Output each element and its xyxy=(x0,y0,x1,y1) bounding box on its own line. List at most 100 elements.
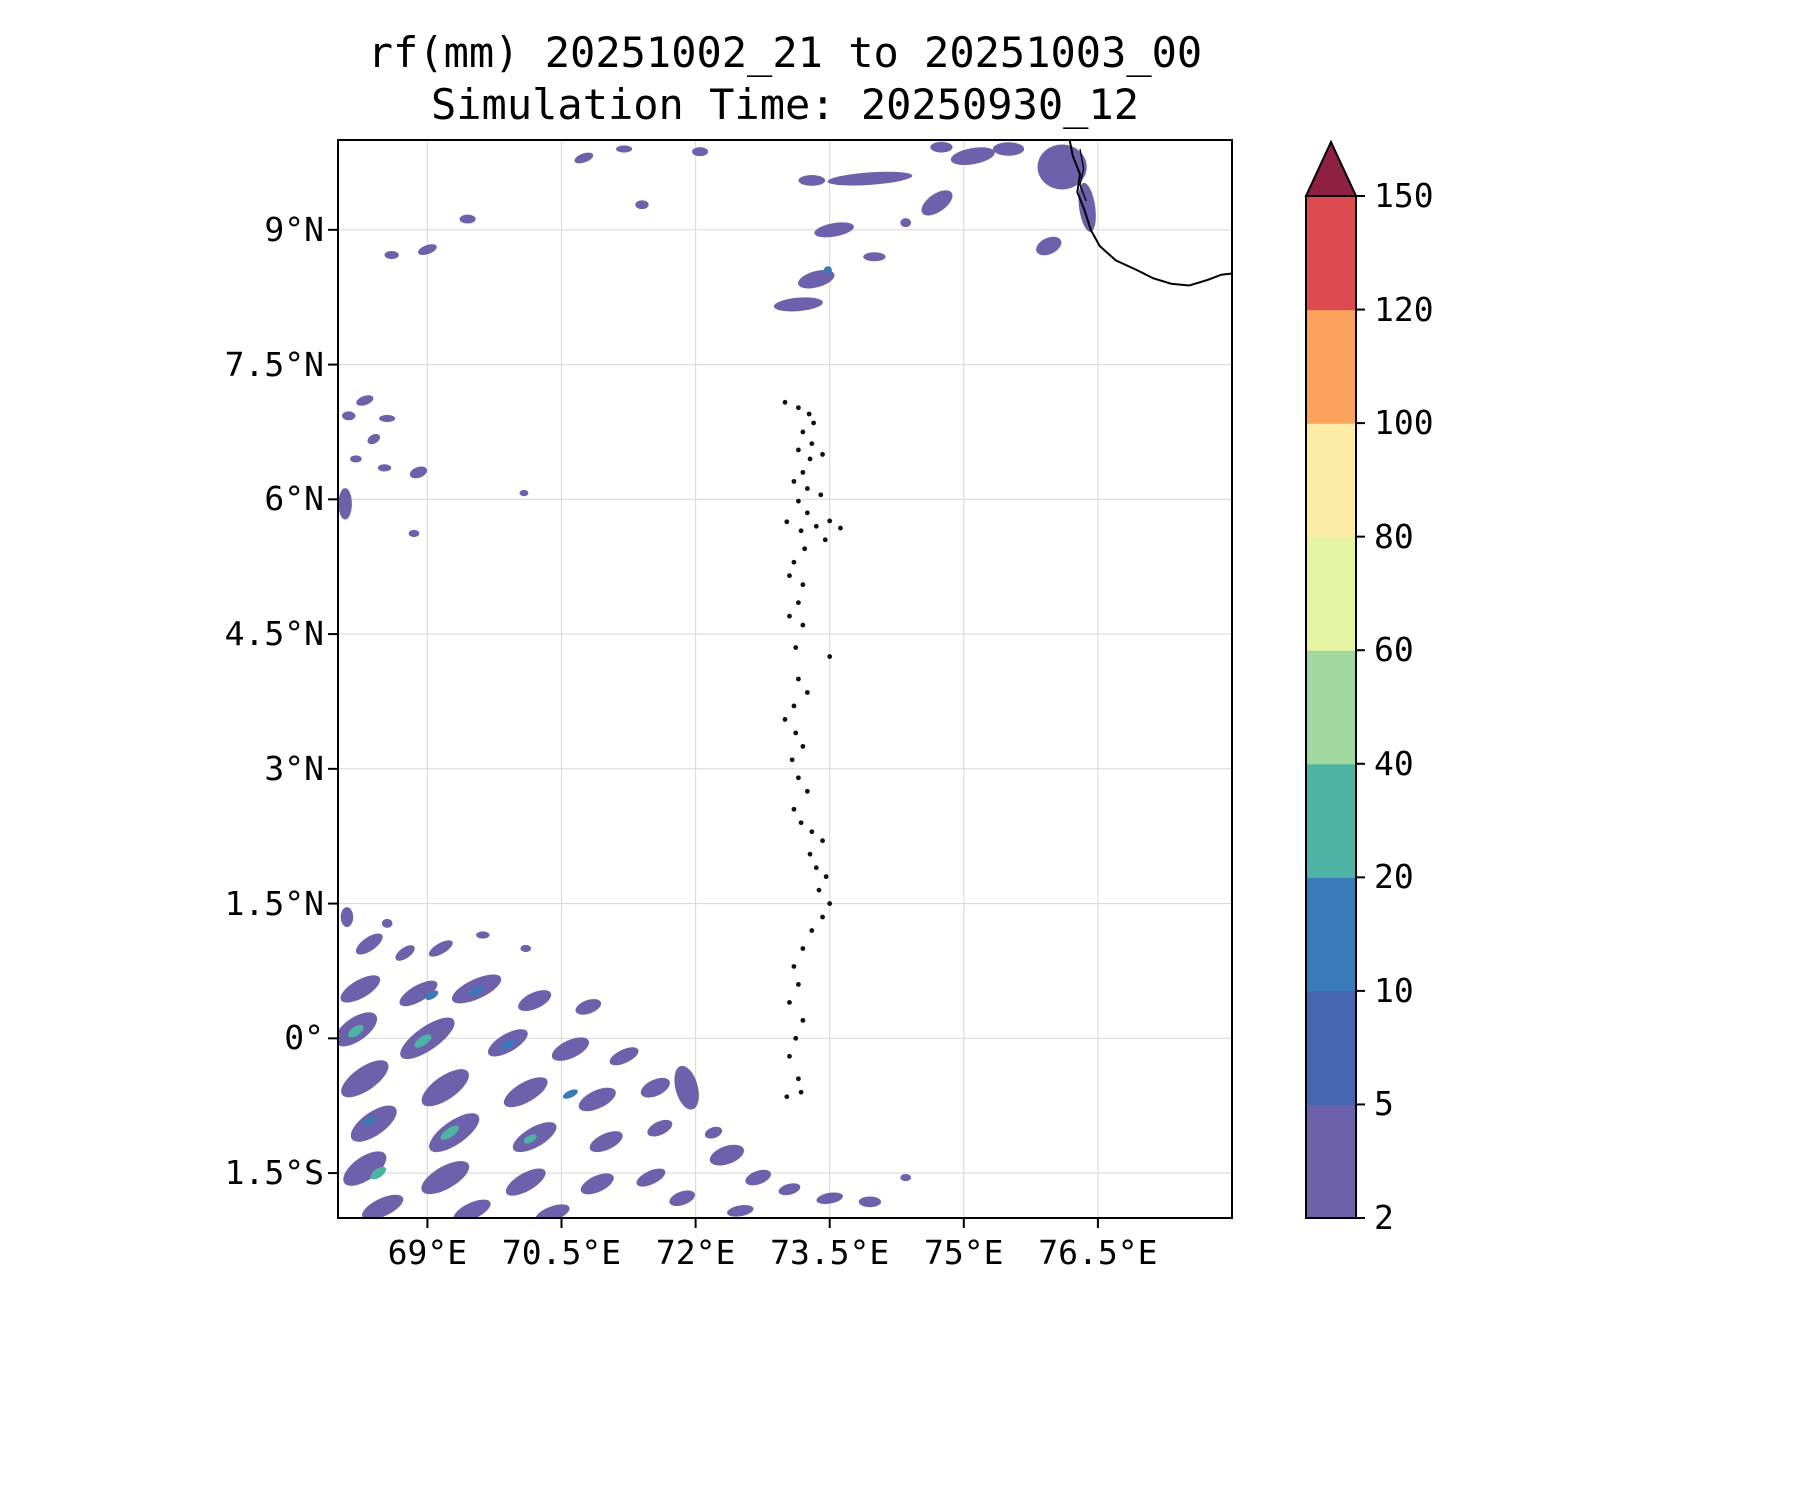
island-dot xyxy=(804,486,810,491)
rainfall-blob xyxy=(384,250,399,260)
coastline-detail xyxy=(1079,148,1087,202)
rainfall-blob xyxy=(421,1069,469,1107)
rainfall-blob xyxy=(773,297,823,312)
island-dot xyxy=(809,928,815,933)
rainfall-blob xyxy=(356,395,374,406)
rainfall-blob xyxy=(562,1089,578,1099)
x-tick-label: 70.5°E xyxy=(501,1233,622,1272)
coastline xyxy=(1068,140,1232,287)
rainfall-blob xyxy=(370,1166,386,1180)
rainfall-blob xyxy=(635,200,649,210)
rainfall-blob xyxy=(367,434,380,445)
colorbar-segment xyxy=(1306,763,1356,878)
rainfall-blob xyxy=(1078,182,1096,232)
colorbar-tick-label: 60 xyxy=(1374,630,1414,670)
rainfall-blob xyxy=(520,944,532,953)
island-dot xyxy=(838,525,843,531)
rainfall-blob xyxy=(340,975,381,1003)
rainfall-blob xyxy=(827,171,913,186)
island-dot xyxy=(800,743,806,749)
rainfall-blob xyxy=(409,466,428,479)
colorbar-tick-label: 120 xyxy=(1374,289,1434,329)
map-content xyxy=(338,140,1232,1218)
island-dot xyxy=(813,523,819,529)
colorbar-segment xyxy=(1306,877,1356,992)
rainfall-blob xyxy=(669,1190,696,1207)
island-dot xyxy=(823,874,829,880)
island-dot xyxy=(800,622,806,628)
y-tick-label: 1.5°S xyxy=(224,1153,324,1193)
rainfall-blob xyxy=(362,1194,404,1218)
rainfall-blob xyxy=(535,1204,570,1218)
rainfall-blob xyxy=(395,945,415,961)
rainfall-blob xyxy=(428,940,453,957)
island-dot xyxy=(782,399,788,405)
x-tick-label: 73.5°E xyxy=(770,1233,890,1272)
y-tick-label: 4.5°N xyxy=(224,614,324,654)
rainfall-blob xyxy=(343,1151,387,1186)
colorbar-tick-label: 100 xyxy=(1374,403,1434,443)
colorbar-segment xyxy=(1306,650,1356,765)
island-dot xyxy=(809,829,815,835)
island-dot xyxy=(798,820,804,826)
rainfall-blob xyxy=(469,986,485,996)
rainfall-blob xyxy=(798,270,835,289)
island-dot xyxy=(820,838,825,844)
rainfall-blob xyxy=(421,1161,470,1195)
colorbar-segment xyxy=(1306,309,1356,424)
island-dot xyxy=(807,456,813,462)
colorbar-tick-label: 5 xyxy=(1374,1084,1394,1124)
island-dot xyxy=(793,645,799,650)
rainfall-blob xyxy=(350,455,362,463)
island-dot xyxy=(800,469,806,475)
rainfall-blob xyxy=(921,190,953,216)
island-dot xyxy=(827,654,833,659)
island-dot xyxy=(816,887,822,893)
rainfall-blob xyxy=(609,1047,639,1066)
rainfall-blob xyxy=(341,1060,389,1098)
rainfall-blob xyxy=(418,244,437,255)
island-dot xyxy=(800,429,806,435)
colorbar-tick-label: 40 xyxy=(1374,743,1414,783)
island-dot xyxy=(800,946,806,951)
rainfall-blob xyxy=(1036,236,1062,256)
rainfall-blob xyxy=(575,999,602,1015)
island-dot xyxy=(827,518,833,524)
rainfall-blob xyxy=(580,1173,614,1195)
rainfall-blob xyxy=(900,218,912,228)
island-dot xyxy=(818,492,824,498)
colorbar-segment xyxy=(1306,196,1356,311)
island-dot xyxy=(804,788,810,794)
rainfall-blob xyxy=(636,1168,666,1187)
island-dot xyxy=(800,1017,806,1023)
rainfall-blob xyxy=(399,980,438,1007)
y-tick-label: 0° xyxy=(284,1018,324,1058)
y-tick-label: 3°N xyxy=(264,748,324,788)
rainfall-blob xyxy=(519,489,529,497)
island-dot xyxy=(813,865,819,871)
island-dot xyxy=(804,690,810,695)
island-dot xyxy=(807,851,813,857)
rainfall-blob xyxy=(992,142,1025,156)
rainfall-blob xyxy=(408,529,420,538)
island-dot xyxy=(804,510,810,516)
island-dot xyxy=(827,901,833,906)
rainfall-blob xyxy=(377,464,392,472)
island-dot xyxy=(791,964,797,969)
colorbar-outline xyxy=(1305,195,1357,1219)
island-dot xyxy=(791,478,797,484)
colorbar-tick-label: 2 xyxy=(1374,1198,1394,1237)
x-tick-label: 75°E xyxy=(924,1233,1004,1272)
island-dot xyxy=(809,441,815,447)
island-dot xyxy=(798,528,804,534)
rainfall-blob xyxy=(616,145,633,153)
rainfall-blob xyxy=(505,1168,546,1196)
rainfall-blob xyxy=(674,1065,699,1110)
colorbar-segment xyxy=(1306,1104,1356,1219)
x-tick-label: 72°E xyxy=(655,1233,736,1272)
rainfall-blob xyxy=(798,175,826,186)
rainfall-blob xyxy=(704,1126,723,1139)
island-dot xyxy=(800,582,806,588)
island-dot xyxy=(796,498,801,504)
